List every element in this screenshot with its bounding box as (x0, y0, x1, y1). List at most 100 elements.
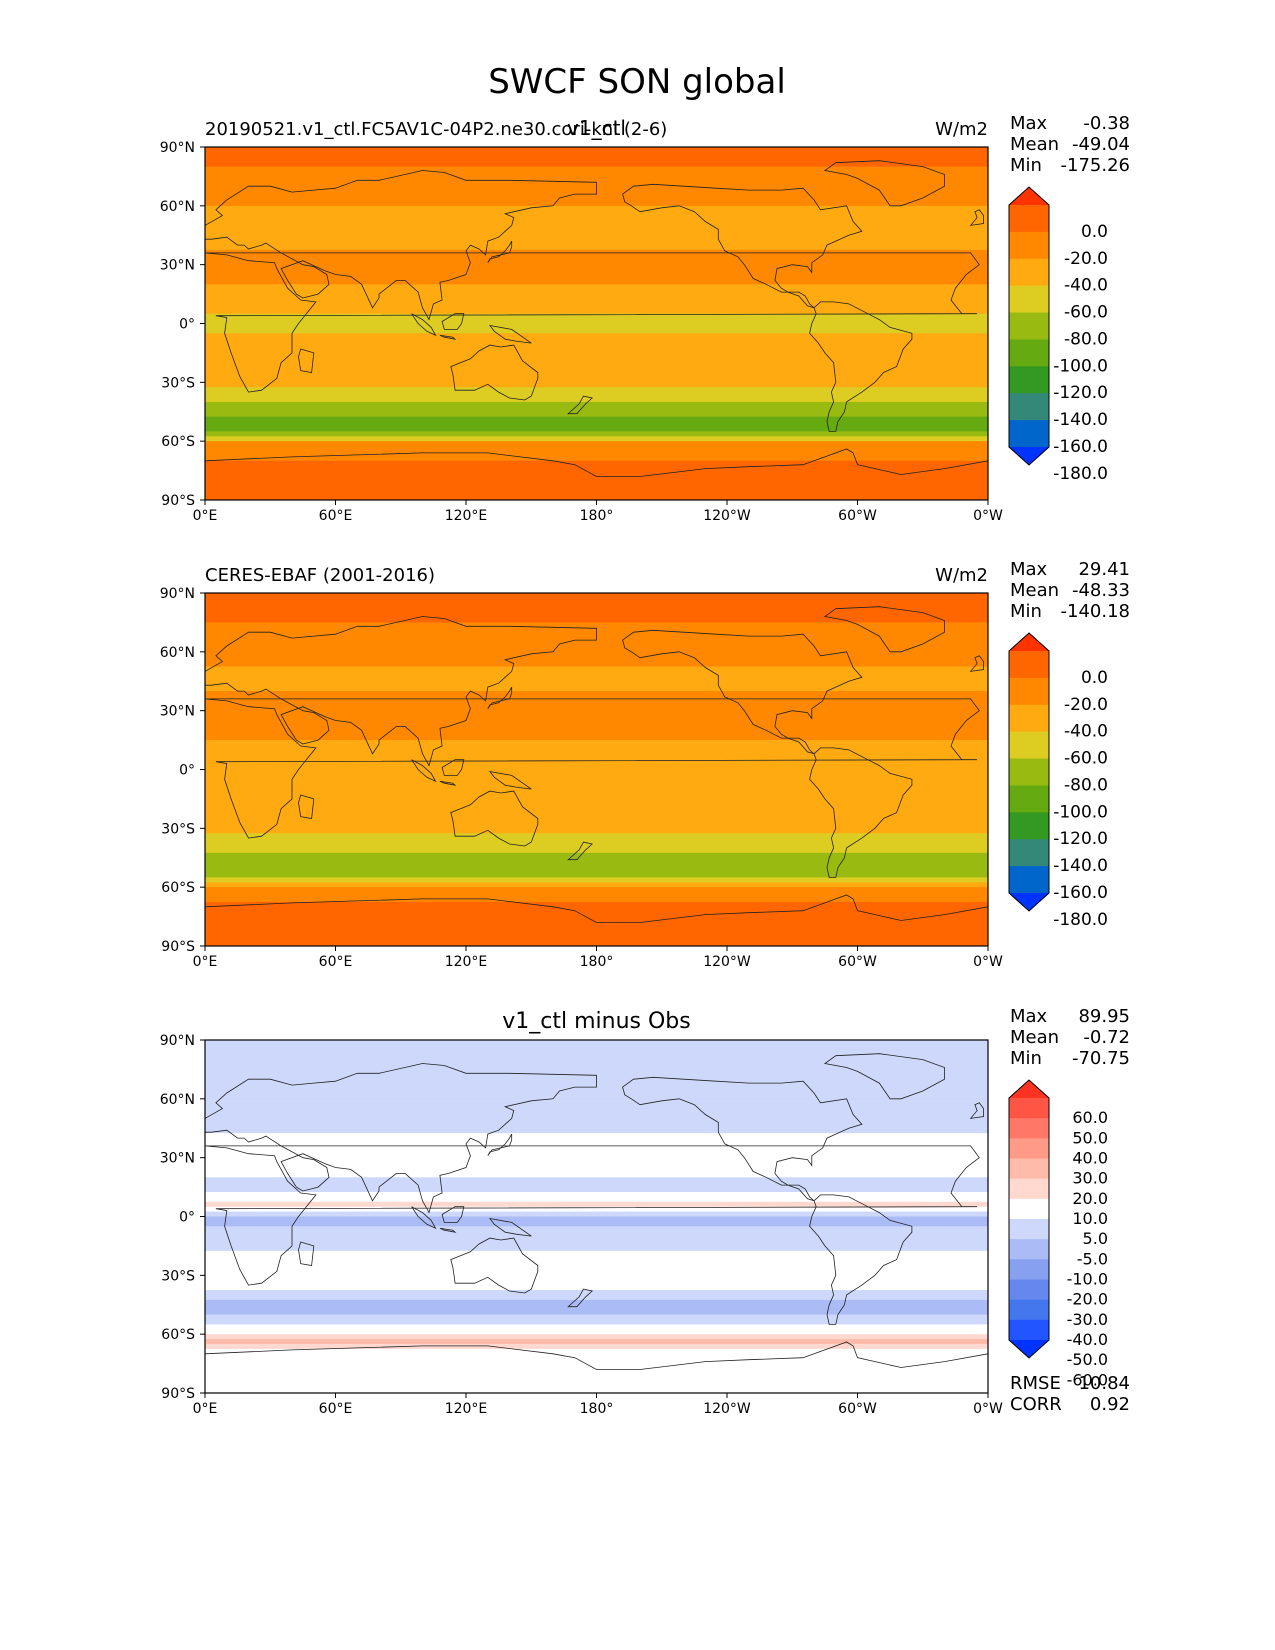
field-band (205, 1044, 988, 1051)
stat-label: Max (1010, 1006, 1048, 1027)
field-band (205, 602, 988, 609)
field-band (205, 1089, 988, 1095)
field-band (205, 798, 988, 805)
field-band (205, 1353, 988, 1360)
field-band (205, 1290, 988, 1296)
field-band (205, 1118, 988, 1124)
colorbar-segment (1009, 1138, 1049, 1159)
field-band (205, 1040, 988, 1046)
field-band (205, 279, 988, 285)
colorbar-segment (1009, 366, 1049, 394)
stat-label: Max (1010, 113, 1048, 134)
colorbar-extend-bottom (1009, 447, 1049, 465)
colorbar-extend-top (1009, 187, 1049, 205)
field-band (205, 1368, 988, 1374)
field-band (205, 303, 988, 310)
field-band (205, 676, 988, 682)
colorbar-segment (1009, 1098, 1049, 1119)
field-band (205, 1152, 988, 1159)
x-tick-label: 0°W (973, 1401, 1003, 1417)
coastline (487, 240, 513, 263)
field-band (205, 789, 988, 795)
colorbar: 60.050.0 40.030.020.010.05.0-5.0 -10.0-20.… (1008, 1079, 1108, 1389)
panel-center-title: v1_ctl (567, 116, 626, 140)
field-band (205, 328, 988, 334)
coastline (488, 324, 532, 344)
coastline (439, 780, 457, 786)
field-band (205, 593, 988, 599)
field-band (205, 1285, 988, 1291)
field-band (205, 666, 988, 673)
field-band (205, 1334, 988, 1340)
field-band (205, 382, 988, 388)
x-tick-label: 60°W (838, 954, 877, 970)
field-band (205, 470, 988, 477)
field-band (205, 1294, 988, 1301)
y-tick-label: 30°S (161, 821, 195, 837)
field-band (205, 289, 988, 295)
field-band (205, 1108, 988, 1115)
field-band (205, 916, 988, 923)
colorbar-tick-label: 30.0 (1072, 1169, 1108, 1188)
x-tick-label: 120°W (703, 508, 751, 524)
coastline (298, 794, 315, 819)
field-band (205, 681, 988, 687)
colorbar-segment (1009, 812, 1049, 840)
colorbar-tick-label: -30.0 (1067, 1310, 1108, 1329)
field-band (205, 284, 988, 290)
colorbar-tick-label: -40.0 (1064, 722, 1108, 742)
stat-label: Mean (1010, 1027, 1059, 1048)
coastline (298, 1241, 315, 1266)
field-band (205, 269, 988, 276)
stat-value: -175.26 (1061, 155, 1130, 176)
y-tick-label: 30°S (161, 375, 195, 391)
stat-value: -48.33 (1072, 580, 1130, 601)
y-tick-label: 90°S (161, 939, 195, 955)
field-band (205, 906, 988, 913)
field-band (205, 1172, 988, 1178)
field-band (205, 1343, 988, 1350)
field-band (205, 259, 988, 266)
stat-label: Min (1010, 601, 1042, 622)
colorbar-extend-bottom (1009, 893, 1049, 911)
field-band (205, 838, 988, 844)
field-band (205, 612, 988, 619)
field-band (205, 1182, 988, 1188)
colorbar-tick-label: -160.0 (1053, 883, 1108, 903)
colorbar-segment (1009, 1259, 1049, 1280)
field-band (205, 406, 988, 413)
field-band (205, 436, 988, 442)
field-band (205, 1265, 988, 1272)
field-band (205, 823, 988, 829)
colorbar-tick-label: -120.0 (1053, 383, 1108, 403)
coastline (622, 629, 863, 755)
field-band (205, 1157, 988, 1164)
coastline (205, 616, 597, 767)
field-band (205, 1388, 988, 1393)
field-band (205, 475, 988, 481)
field-band (205, 313, 988, 320)
field-band (205, 1270, 988, 1276)
field-band (205, 215, 988, 222)
coastline (439, 1227, 457, 1233)
coastline (969, 209, 984, 226)
metric-label: RMSE (1010, 1373, 1061, 1394)
panel-left-title: 20190521.v1_ctl.FC5AV1C-04P2.ne30.cori-k… (205, 119, 667, 140)
field-band (205, 1231, 988, 1237)
field-band (205, 480, 988, 486)
colorbar-tick-label: 20.0 (1072, 1189, 1108, 1208)
colorbar-tick-label: -180.0 (1053, 910, 1108, 930)
coastline (488, 770, 532, 790)
field-band (205, 357, 988, 364)
field-band (205, 607, 988, 614)
field-band (205, 1245, 988, 1252)
y-tick-label: 60°N (160, 199, 195, 215)
colorbar-segment (1009, 785, 1049, 813)
field-band (205, 803, 988, 810)
field-band (205, 377, 988, 383)
field-band (205, 1324, 988, 1330)
field-band (205, 1329, 988, 1335)
field-band (205, 1221, 988, 1227)
field-band (205, 1162, 988, 1169)
field-band (205, 362, 988, 369)
